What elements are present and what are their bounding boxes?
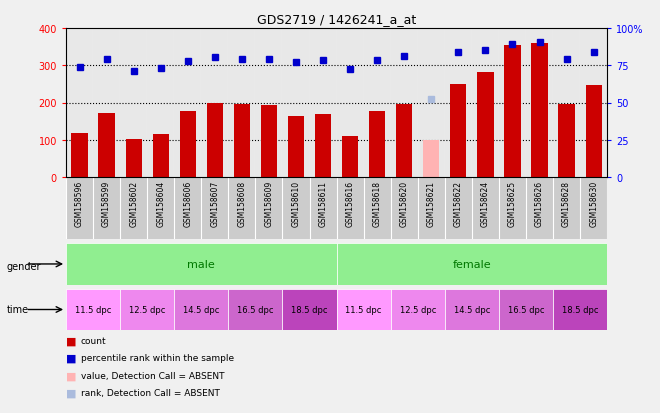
Bar (261, 106, 277, 178)
Text: GSM158610: GSM158610 (292, 181, 300, 227)
Bar (315, 115, 331, 178)
Text: 12.5 dpc: 12.5 dpc (129, 305, 166, 314)
Bar (120, 29, 147, 178)
Bar (98, 114, 115, 178)
Bar (553, 29, 580, 178)
Bar (391, 29, 418, 178)
Bar (288, 117, 304, 178)
Bar (337, 29, 364, 178)
Bar (499, 289, 553, 330)
Bar (585, 85, 602, 178)
Bar (477, 72, 494, 178)
Bar (445, 29, 472, 178)
Text: ■: ■ (66, 370, 77, 380)
Text: GSM158616: GSM158616 (346, 181, 354, 227)
Bar (423, 140, 440, 178)
Text: 18.5 dpc: 18.5 dpc (562, 305, 599, 314)
Text: 12.5 dpc: 12.5 dpc (399, 305, 436, 314)
Text: GSM158602: GSM158602 (129, 181, 138, 227)
Bar (580, 29, 607, 178)
Bar (152, 135, 169, 178)
Bar (450, 85, 467, 178)
Text: GSM158609: GSM158609 (265, 181, 273, 227)
Bar (147, 29, 174, 178)
Bar (445, 289, 499, 330)
Bar (558, 105, 575, 178)
Text: 16.5 dpc: 16.5 dpc (508, 305, 544, 314)
Bar (66, 244, 337, 285)
Bar (66, 29, 93, 178)
Text: GSM158604: GSM158604 (156, 181, 165, 227)
Text: GSM158599: GSM158599 (102, 181, 111, 227)
Text: GSM158606: GSM158606 (183, 181, 192, 227)
Bar (282, 289, 337, 330)
Text: 16.5 dpc: 16.5 dpc (237, 305, 274, 314)
Text: GSM158625: GSM158625 (508, 181, 517, 227)
Text: 11.5 dpc: 11.5 dpc (345, 305, 382, 314)
Text: GSM158626: GSM158626 (535, 181, 544, 227)
Bar (472, 29, 499, 178)
Text: 18.5 dpc: 18.5 dpc (291, 305, 328, 314)
Text: ■: ■ (66, 388, 77, 398)
Bar (228, 289, 282, 330)
Bar (255, 29, 282, 178)
Bar (526, 29, 553, 178)
Text: count: count (81, 336, 106, 345)
Bar (337, 244, 607, 285)
Bar (282, 29, 310, 178)
Bar (228, 29, 255, 178)
Text: GSM158624: GSM158624 (481, 181, 490, 227)
Bar (125, 140, 142, 178)
Title: GDS2719 / 1426241_a_at: GDS2719 / 1426241_a_at (257, 13, 416, 26)
Text: 14.5 dpc: 14.5 dpc (453, 305, 490, 314)
Bar (66, 289, 120, 330)
Bar (553, 289, 607, 330)
Bar (369, 112, 385, 178)
Bar (418, 29, 445, 178)
Bar (71, 134, 88, 178)
Bar (396, 105, 412, 178)
Bar (120, 289, 174, 330)
Text: GSM158618: GSM158618 (373, 181, 381, 227)
Bar (337, 289, 391, 330)
Text: GSM158628: GSM158628 (562, 181, 571, 227)
Bar (93, 29, 120, 178)
Text: GSM158607: GSM158607 (211, 181, 219, 227)
Text: male: male (187, 259, 215, 269)
Bar (174, 29, 201, 178)
Bar (234, 105, 250, 178)
Text: gender: gender (7, 261, 41, 271)
Bar (531, 44, 548, 178)
Text: GSM158630: GSM158630 (589, 181, 598, 227)
Text: 14.5 dpc: 14.5 dpc (183, 305, 220, 314)
Bar (342, 137, 358, 178)
Bar (201, 29, 228, 178)
Text: ■: ■ (66, 353, 77, 363)
Text: percentile rank within the sample: percentile rank within the sample (81, 354, 234, 363)
Bar (180, 112, 196, 178)
Bar (364, 29, 391, 178)
Text: GSM158620: GSM158620 (400, 181, 409, 227)
Text: ■: ■ (66, 336, 77, 346)
Text: time: time (7, 305, 29, 315)
Text: female: female (453, 259, 491, 269)
Bar (504, 45, 521, 178)
Bar (310, 29, 337, 178)
Text: GSM158621: GSM158621 (427, 181, 436, 227)
Text: value, Detection Call = ABSENT: value, Detection Call = ABSENT (81, 371, 224, 380)
Text: 11.5 dpc: 11.5 dpc (75, 305, 112, 314)
Text: rank, Detection Call = ABSENT: rank, Detection Call = ABSENT (81, 388, 219, 397)
Text: GSM158622: GSM158622 (454, 181, 463, 227)
Bar (207, 103, 223, 178)
Text: GSM158611: GSM158611 (319, 181, 327, 227)
Text: GSM158596: GSM158596 (75, 181, 84, 227)
Bar (174, 289, 228, 330)
Bar (391, 289, 445, 330)
Text: GSM158608: GSM158608 (238, 181, 246, 227)
Bar (499, 29, 526, 178)
